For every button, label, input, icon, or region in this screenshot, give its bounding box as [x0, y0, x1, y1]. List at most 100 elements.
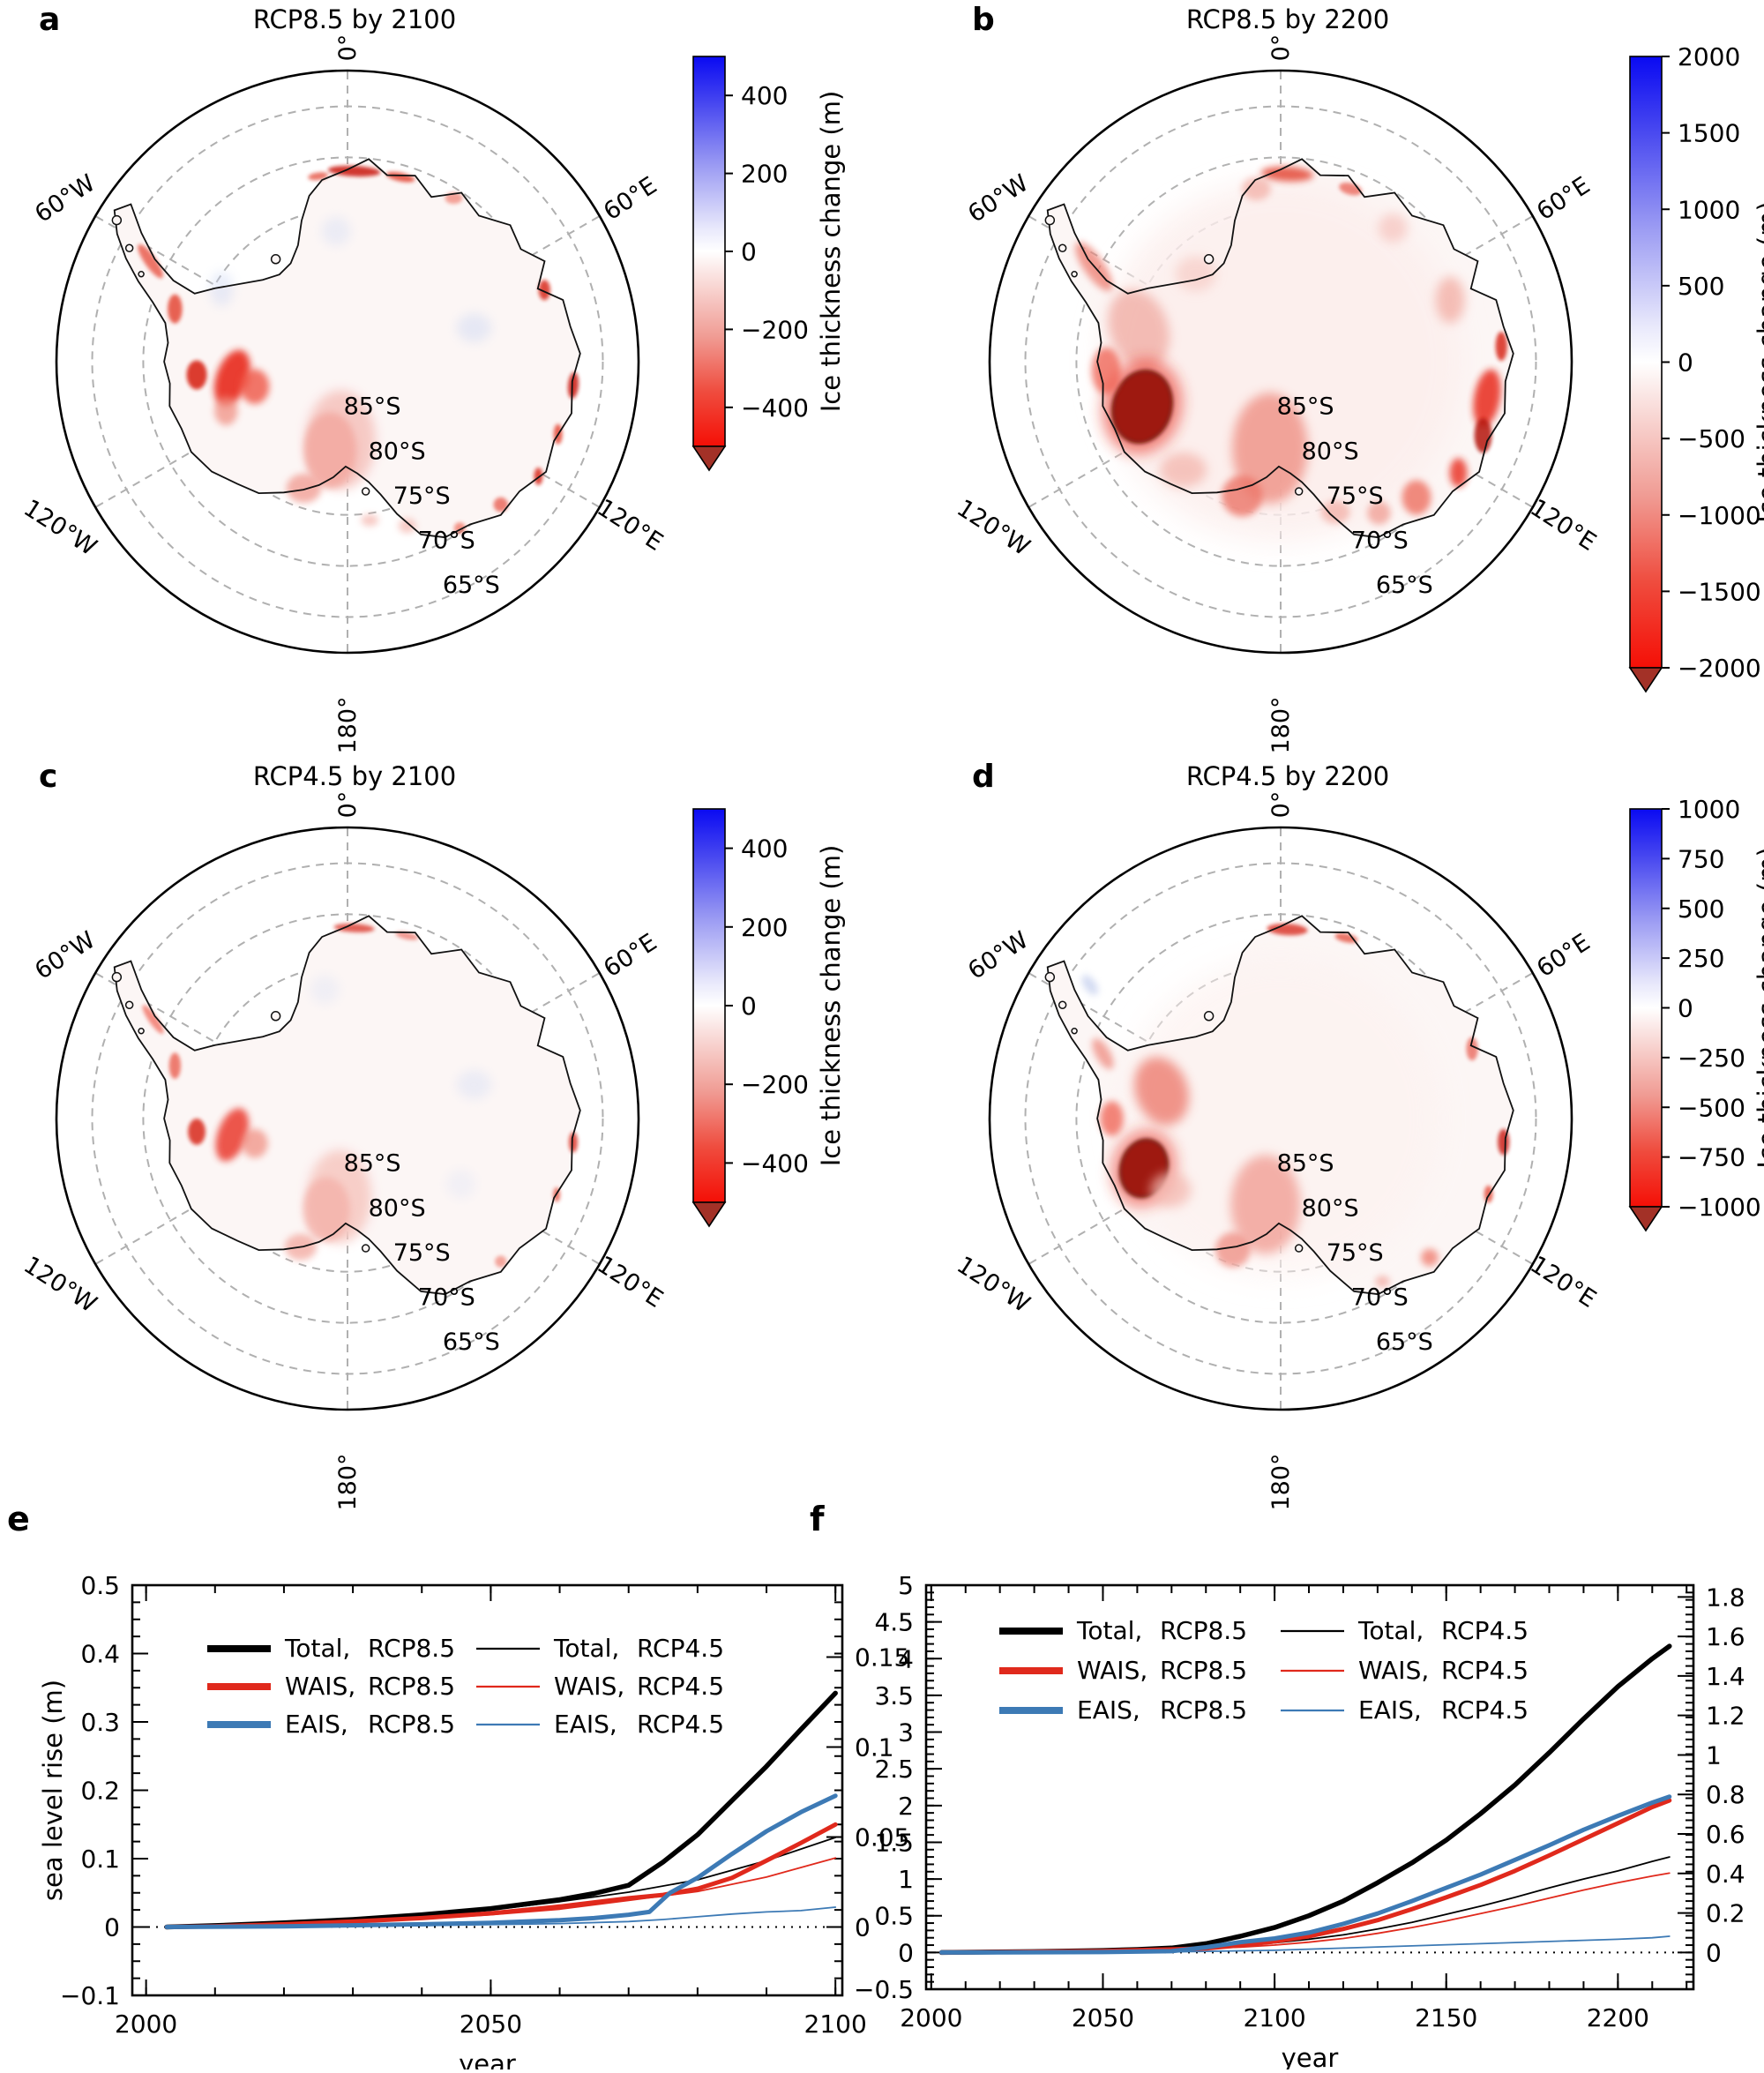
colorbar-tick-label: 0: [741, 237, 757, 266]
colorbar-tick-label: 1000: [1678, 795, 1740, 824]
colorbar-tick-label: −400: [741, 393, 809, 423]
panel-letter-a: a: [39, 2, 60, 38]
latitude-label: 75°S: [1327, 1239, 1384, 1267]
colorbar-under-arrow: [691, 445, 727, 472]
ice-change-region: [456, 313, 492, 343]
island: [1071, 1027, 1078, 1035]
ice-change-region: [327, 165, 381, 177]
y-tick-label: −0.5: [854, 1975, 914, 2004]
island: [1203, 254, 1215, 265]
coastline: [1046, 158, 1514, 539]
panel-letter-e: e: [7, 1500, 30, 1538]
longitude-label: 60°E: [1532, 929, 1595, 983]
y-tick-label: 3: [898, 1718, 914, 1747]
island: [111, 214, 123, 226]
colorbar-tick-label: −1500: [1678, 577, 1761, 606]
longitude-label: 60°E: [599, 172, 662, 226]
y2-tick-label: 0.1: [855, 1733, 894, 1762]
latitude-label: 65°S: [1376, 1328, 1433, 1356]
colorbar-axis-label: Ice thickness change (m): [1753, 201, 1764, 523]
legend-series-name: WAIS,: [554, 1672, 624, 1701]
legend-scenario: RCP4.5: [637, 1634, 724, 1663]
longitude-label: 0°: [1267, 791, 1295, 819]
series-wais-rcp8.5: [939, 1798, 1672, 1955]
longitude-label: 120°W: [19, 494, 101, 561]
x-tick-label: 2200: [1587, 2003, 1649, 2032]
longitude-label: 120°W: [952, 494, 1035, 561]
y-tick-label: 0.2: [80, 1777, 120, 1806]
colorbar-tick-label: −750: [1678, 1143, 1745, 1172]
ice-change-region: [495, 1255, 507, 1268]
legend-series-name: EAIS,: [285, 1710, 348, 1739]
colorbar-d: [1629, 808, 1663, 1208]
map-title-c: RCP4.5 by 2100: [253, 761, 456, 791]
y-tick-label: 0.5: [80, 1571, 120, 1600]
ice-change-region: [333, 923, 375, 933]
colorbar-tick-label: −200: [741, 315, 809, 344]
chart-panel-f: f 2000 2050 2100 2150 2200 5 4.5 4 3.5 3 2.5 2 1.5 1 0.…: [810, 1500, 1745, 2073]
ice-change-region: [1378, 213, 1408, 243]
island: [270, 254, 281, 265]
ice-change-region: [1495, 332, 1507, 362]
legend-series-name: WAIS,: [1077, 1656, 1147, 1685]
colorbar-tick-label: 2000: [1678, 42, 1740, 71]
longitude-label: 120°E: [1525, 1251, 1601, 1313]
colorbar-tick-label: −500: [1678, 1093, 1745, 1122]
y-tick-label: 0.5: [874, 1902, 914, 1931]
series-eais-rcp8.5: [939, 1794, 1672, 1955]
ice-change-region: [1150, 1172, 1192, 1208]
island: [270, 1011, 281, 1022]
island: [1044, 971, 1056, 983]
x-tick-label: 2000: [115, 2009, 177, 2039]
map-title-a: RCP8.5 by 2100: [253, 4, 456, 34]
y-tick-label: 1.5: [874, 1828, 914, 1857]
legend-series-name: EAIS,: [554, 1710, 617, 1739]
colorbar-b: [1629, 56, 1663, 669]
latitude-label: 80°S: [1302, 438, 1359, 465]
colorbar-c: [692, 808, 726, 1203]
legend-series-name: WAIS,: [285, 1672, 355, 1701]
ice-change-region: [1081, 975, 1099, 996]
colorbar-tick-label: 400: [741, 81, 788, 110]
series-eais-rcp4.5: [940, 1935, 1671, 1954]
ice-change-region: [361, 514, 379, 527]
ice-change-region: [1091, 347, 1121, 394]
colorbar-tick-label: 1500: [1678, 119, 1740, 148]
ice-change-region: [321, 216, 351, 246]
series-wais-rcp4.5: [166, 1857, 837, 1928]
ice-change-region: [286, 474, 322, 504]
island: [1294, 1244, 1304, 1253]
ice-change-region: [308, 172, 329, 181]
x-tick-label: 2100: [1243, 2003, 1305, 2032]
colorbar-tick-label: 200: [741, 160, 788, 189]
map-boundary-circle: [55, 69, 640, 655]
latitude-label: 85°S: [1277, 1150, 1334, 1178]
legend-series-name: EAIS,: [1077, 1695, 1140, 1725]
ice-change-region: [1449, 458, 1468, 488]
y-tick-label: 3.5: [874, 1681, 914, 1710]
colorbar-tick-label: −200: [741, 1070, 809, 1099]
legend-scenario: RCP4.5: [1441, 1616, 1529, 1645]
island: [1058, 1000, 1067, 1009]
coastline: [113, 158, 581, 539]
y2-tick-label: 0: [855, 1913, 871, 1942]
latitude-label: 80°S: [369, 438, 426, 465]
ice-change-region: [1320, 500, 1350, 524]
island: [1044, 214, 1056, 226]
legend-scenario: RCP8.5: [368, 1672, 455, 1701]
y-tick-label: 2.5: [874, 1755, 914, 1784]
panel-letter-f: f: [810, 1500, 825, 1538]
longitude-label: 0°: [334, 34, 362, 62]
ice-change-region: [240, 369, 270, 404]
y2-tick-label: 1.8: [1706, 1583, 1745, 1612]
map-title-b: RCP8.5 by 2200: [1186, 4, 1389, 34]
y2-tick-label: 1.4: [1706, 1662, 1745, 1691]
map-boundary-circle: [988, 826, 1573, 1411]
x-tick-label: 2150: [1415, 2003, 1477, 2032]
colorbar-tick-label: −2000: [1678, 654, 1761, 683]
plot-frame: [924, 1583, 1695, 1991]
y2-tick-label: 0.2: [1706, 1899, 1745, 1928]
longitude-label: 120°E: [592, 1251, 668, 1313]
island: [138, 1027, 145, 1035]
